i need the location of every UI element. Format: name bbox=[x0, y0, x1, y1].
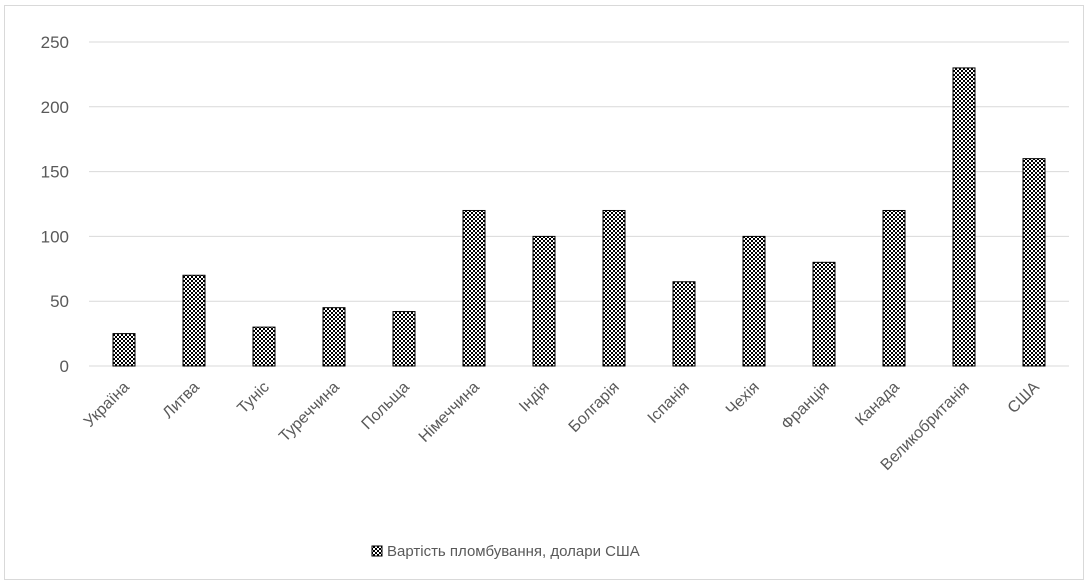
legend-label: Вартість пломбування, долари США bbox=[387, 543, 640, 560]
chart-frame: 0 50 100 150 200 250 Україна Литва Туніс Туреччи… bbox=[4, 5, 1084, 580]
x-tick-label: Литва bbox=[160, 379, 203, 422]
bar-1 bbox=[112, 333, 136, 367]
x-tick-label: Туреччина bbox=[276, 379, 343, 446]
x-tick-label: Польща bbox=[359, 379, 413, 433]
x-tick-label: Німеччина bbox=[416, 379, 483, 446]
bar-2 bbox=[182, 274, 206, 367]
x-tick-label: Франція bbox=[778, 379, 833, 434]
bar-chart: 0 50 100 150 200 250 Україна Литва Туніс Туреччи… bbox=[41, 33, 1069, 560]
x-tick-label: Чехія bbox=[723, 379, 763, 419]
y-tick-label: 100 bbox=[41, 227, 69, 246]
y-tick-label: 0 bbox=[60, 357, 69, 376]
x-tick-label: Україна bbox=[81, 379, 133, 431]
bar-5 bbox=[392, 311, 416, 367]
bar-11 bbox=[812, 261, 836, 367]
bar-10 bbox=[742, 235, 766, 367]
bar-9 bbox=[672, 281, 696, 367]
bar-3 bbox=[252, 326, 276, 367]
y-axis-tick-labels: 0 50 100 150 200 250 bbox=[41, 33, 69, 376]
bar-14 bbox=[1022, 158, 1046, 367]
bar-7 bbox=[532, 235, 556, 367]
bar-8 bbox=[602, 209, 626, 367]
bars bbox=[112, 67, 1046, 367]
gridlines bbox=[89, 41, 1069, 367]
legend-swatch bbox=[371, 545, 383, 557]
y-tick-label: 150 bbox=[41, 163, 69, 182]
y-tick-label: 50 bbox=[50, 292, 69, 311]
x-tick-label: Болгарія bbox=[566, 379, 623, 436]
legend: Вартість пломбування, долари США bbox=[371, 543, 640, 560]
bar-13 bbox=[952, 67, 976, 367]
bar-12 bbox=[882, 209, 906, 367]
x-tick-label: Туніс bbox=[234, 379, 272, 417]
x-tick-label: Індія bbox=[516, 379, 553, 416]
y-tick-label: 200 bbox=[41, 98, 69, 117]
x-axis-tick-labels: Україна Литва Туніс Туреччина Польща Німеччин… bbox=[81, 379, 1043, 474]
x-tick-label: США bbox=[1005, 379, 1043, 417]
bar-4 bbox=[322, 307, 346, 367]
x-tick-label: Іспанія bbox=[645, 379, 693, 427]
y-tick-label: 250 bbox=[41, 33, 69, 52]
x-tick-label: Канада bbox=[852, 379, 902, 429]
bar-6 bbox=[462, 209, 486, 367]
